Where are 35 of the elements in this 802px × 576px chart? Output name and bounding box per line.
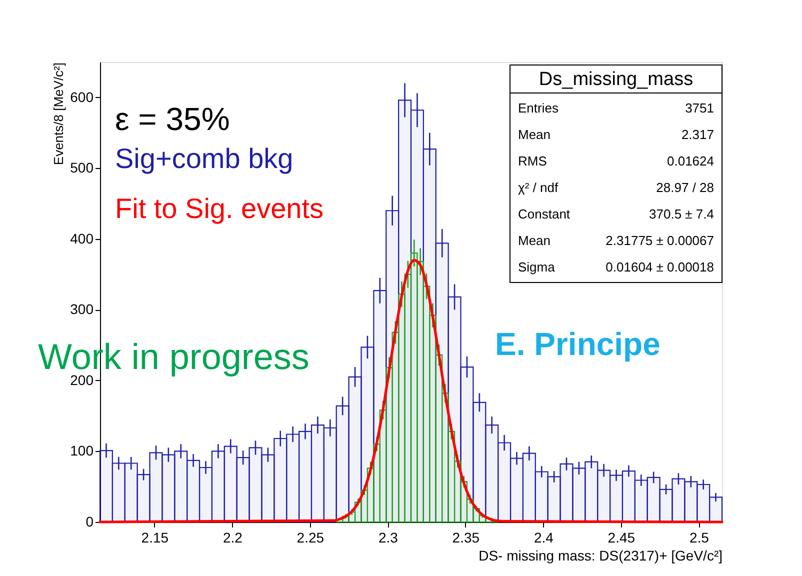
- annotation: 0.01624: [667, 153, 714, 168]
- annotation: 0.01604 ± 0.00018: [606, 259, 714, 274]
- x-tick-label: 2.4: [534, 530, 554, 546]
- annotation: 2.317: [681, 126, 714, 142]
- annotation: Mean: [518, 232, 551, 248]
- y-tick-label: 0: [86, 514, 94, 530]
- text: Fit to Sig. events: [115, 193, 324, 224]
- annotation: ε = 35%: [115, 101, 230, 137]
- x-tick-label: 2.3: [378, 530, 398, 546]
- y-tick-label: 300: [70, 301, 94, 318]
- annotation: Ds_missing_mass: [538, 69, 694, 90]
- y-tick-label: 400: [70, 230, 94, 246]
- x-tick-label: 2.35: [452, 530, 480, 546]
- annotation: χ² / ndf: [518, 180, 558, 195]
- annotation: Constant: [518, 206, 570, 222]
- y-tick-label: 500: [70, 160, 94, 176]
- annotation: 3751: [685, 100, 714, 116]
- annotation: RMS: [518, 153, 548, 168]
- x-tick-label: 2.15: [141, 530, 169, 546]
- x-tick-label: 2.25: [296, 530, 324, 546]
- annotation: 28.97 / 28: [656, 180, 714, 195]
- y-axis-title: Events/8 [MeV/c²]: [51, 62, 66, 166]
- y-tick-label: 600: [70, 88, 94, 105]
- x-tick-label: 2.5: [689, 530, 710, 546]
- annotation: Entries: [518, 100, 559, 116]
- annotation: 370.5 ± 7.4: [649, 206, 714, 222]
- text: Sig+comb bkg: [115, 143, 294, 174]
- annotation: Mean: [518, 126, 551, 142]
- annotation: 2.31775 ± 0.00067: [606, 232, 714, 248]
- annotation: Sigma: [518, 259, 556, 274]
- x-tick-label: 2.45: [608, 530, 636, 546]
- x-tick-label: 2.2: [222, 530, 243, 546]
- y-tick-label: 100: [70, 442, 94, 459]
- annotation: E. Principe: [495, 326, 660, 362]
- x-axis-title: DS- missing mass: DS(2317)+ [GeV/c²]: [478, 548, 722, 564]
